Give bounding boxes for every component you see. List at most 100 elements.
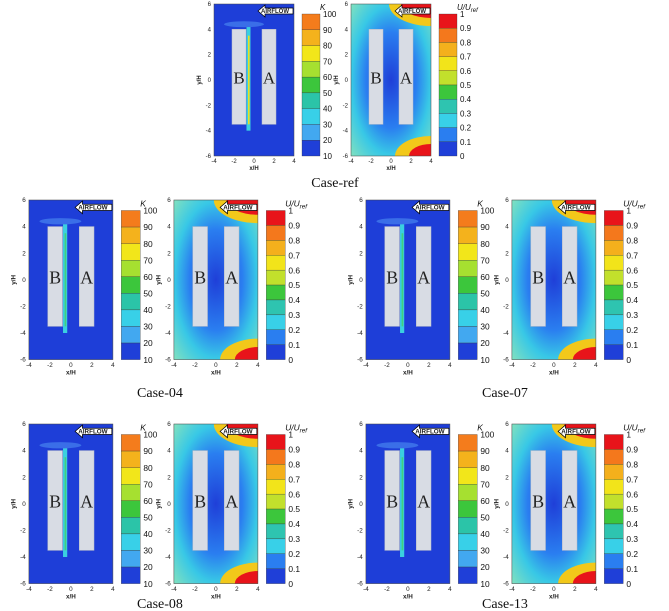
colorbar-block [266,329,286,345]
colorbar-tick-label: 60 [480,272,490,282]
colorbar-block [121,276,141,294]
colorbar-tick-label: 0.9 [288,445,300,455]
colorbar-tick-label: 0.1 [460,138,472,147]
colorbar-block [604,449,624,465]
colorbar-block [121,550,141,568]
field-bg [511,200,596,360]
colorbar-block [121,450,141,468]
x-tick-label: -2 [530,586,536,593]
colorbar-block [266,493,286,510]
colorbar-title-sub: ref [471,8,479,14]
y-axis-label: y/H [197,75,203,84]
x-axis-label: x/H [403,593,413,600]
wake [39,442,82,449]
colorbar-tick-label: 1 [626,206,631,216]
colorbar-tick-label: 0.8 [626,459,638,469]
colorbar-tick-label: 10 [323,152,332,161]
colorbar-block [458,450,478,468]
colorbar-tick-label: 0.4 [288,519,300,529]
colorbar-tick-label: 0.7 [626,250,638,260]
y-tick-label: -2 [165,304,171,311]
colorbar-tick-label: 0.2 [288,549,300,559]
colorbar-tick-label: 20 [480,562,490,572]
colorbar-title: U/Uref [623,422,646,434]
colorbar-block [604,493,624,510]
y-tick-label: -6 [20,581,26,588]
x-tick-label: 2 [90,586,94,593]
building-label: A [225,491,238,511]
colorbar-block [301,124,321,141]
colorbar-tick-label: 50 [143,512,153,522]
colorbar-tick-label: 0.3 [626,310,638,320]
y-axis-label: y/H [155,274,162,284]
colorbar-block [266,225,286,241]
colorbar-block [604,210,624,226]
colorbar-tick-label: 0.4 [288,295,300,305]
airflow-arrow [219,200,258,215]
x-axis-label: x/H [403,369,413,376]
colorbar-block [266,240,286,256]
building-label: A [417,491,430,511]
colorbar-block [301,13,321,30]
colorbar-block [121,293,141,311]
colorbar-block [266,210,286,226]
airflow-arrow [411,200,450,215]
case-caption: Case-13 [482,597,528,611]
colorbar-block [604,434,624,450]
plot-frame [511,423,597,584]
building [192,450,208,551]
y-tick-label: 4 [359,448,363,455]
x-tick-label: -4 [509,586,515,593]
colorbar-block [604,464,624,480]
field-bg [28,424,113,584]
x-tick-label: 4 [594,586,598,593]
x-tick-label: -4 [348,159,354,165]
colorbar-tick-label: 0 [288,355,293,365]
colorbar-block [301,76,321,94]
y-tick-label: -2 [503,528,509,535]
colorbar-tick-label: 0.2 [626,325,638,335]
y-axis-label: y/H [493,498,500,508]
colorbar-tick-label: 10 [480,355,490,365]
colorbar-title: U/Uref [623,198,646,210]
building-label: A [563,491,576,511]
building [224,226,240,327]
y-tick-label: 6 [505,197,509,204]
x-tick-label: -2 [231,159,237,165]
colorbar-tick-label: 100 [480,430,494,440]
x-tick-label: -4 [363,586,369,593]
y-axis-label: y/H [10,274,17,284]
shear-core [64,233,67,327]
y-tick-label: 6 [22,421,26,428]
x-tick-label: -2 [47,586,53,593]
building-label: A [400,68,413,87]
colorbar-block [458,226,478,244]
airflow-label: AIRFLOW [223,429,252,436]
y-tick-label: 0 [359,501,363,508]
plot-frame [28,199,114,360]
airflow-label: AIRFLOW [561,205,590,212]
colorbar-tick-label: 10 [480,579,490,589]
y-tick-label: 6 [345,2,349,8]
building [384,226,400,327]
airflow-label: AIRFLOW [415,205,444,212]
x-axis-label: x/H [211,593,221,600]
y-tick-label: 4 [22,448,26,455]
building-label: B [386,491,398,511]
y-tick-label: 0 [208,78,212,84]
airflow-arrow [257,4,294,18]
colorbar-tick-label: 100 [323,10,337,19]
building [384,450,400,551]
y-axis-label: y/H [334,75,340,84]
colorbar-title-main: K [320,3,326,12]
colorbar-block [121,342,141,360]
colorbar-tick-label: 30 [480,546,490,556]
colorbar-block [266,508,286,525]
colorbar-title-sub: ref [638,427,647,434]
x-tick-label: 0 [214,586,218,593]
